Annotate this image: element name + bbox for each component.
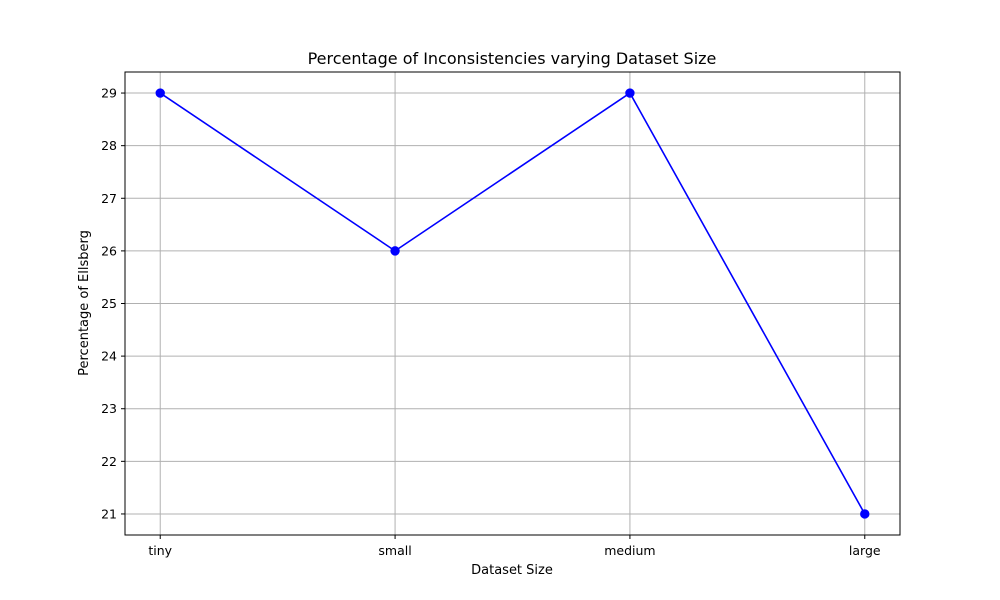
- x-tick-label: medium: [604, 543, 655, 558]
- data-point-medium: [625, 88, 635, 98]
- y-tick-label: 26: [101, 243, 117, 258]
- y-tick-label: 22: [101, 454, 117, 469]
- x-tick-label: tiny: [148, 543, 172, 558]
- y-tick-label: 24: [101, 349, 117, 364]
- series-layer: [155, 88, 870, 519]
- x-tick-label: large: [849, 543, 881, 558]
- grid-lines: [125, 72, 900, 535]
- data-point-tiny: [155, 88, 165, 98]
- x-tick-label: small: [378, 543, 411, 558]
- x-axis-label: Dataset Size: [471, 563, 553, 578]
- y-axis-label: Percentage of Ellsberg: [77, 230, 92, 376]
- data-point-large: [860, 509, 870, 519]
- y-tick-label: 23: [101, 401, 117, 416]
- y-tick-label: 25: [101, 296, 117, 311]
- axis-ticks: tiny small medium large 21 22 23 24 25 26 27 28 29: [101, 86, 881, 558]
- y-tick-label: 29: [101, 86, 117, 101]
- y-tick-label: 27: [101, 191, 117, 206]
- y-tick-label: 28: [101, 138, 117, 153]
- data-point-small: [390, 246, 400, 256]
- chart-title: Percentage of Inconsistencies varying Da…: [308, 49, 717, 68]
- series-line: [159, 92, 866, 515]
- y-tick-label: 21: [101, 506, 117, 521]
